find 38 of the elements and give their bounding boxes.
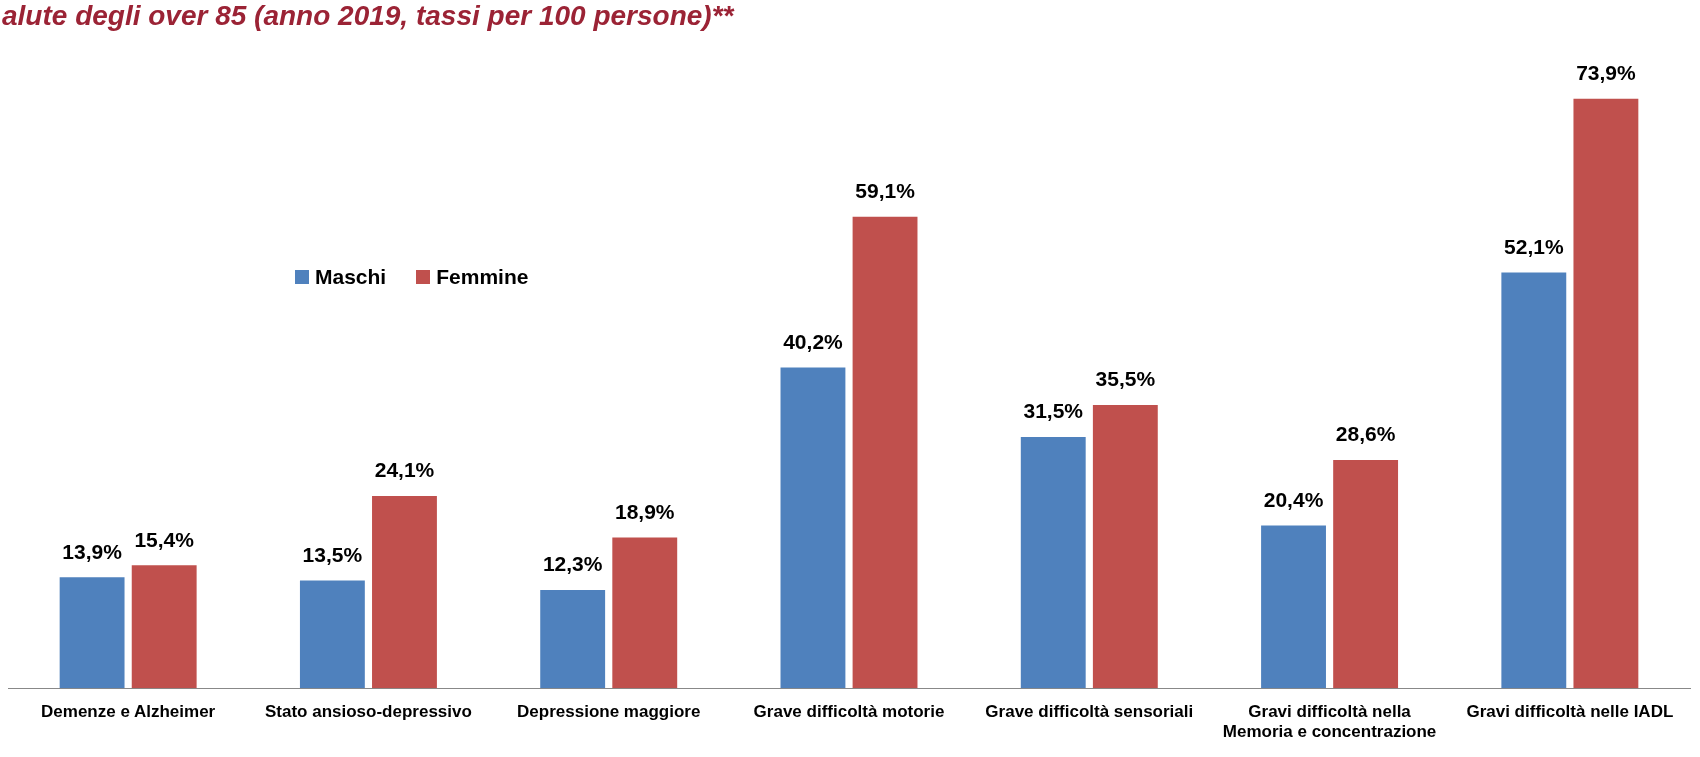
x-tick-label: Demenze e Alzheimer	[41, 702, 216, 722]
bar	[1092, 405, 1158, 689]
data-label: 24,1%	[374, 458, 435, 482]
data-label: 28,6%	[1335, 422, 1396, 446]
chart-title: alute degli over 85 (anno 2019, tassi per 100 persone)**	[2, 0, 734, 32]
bar	[372, 495, 437, 689]
bar	[59, 577, 125, 689]
legend-label: Maschi	[314, 265, 387, 289]
x-tick-label: Grave difficoltà motorie	[753, 702, 945, 722]
bar	[540, 590, 606, 689]
data-label: 35,5%	[1095, 367, 1156, 391]
data-label: 12,3%	[542, 552, 603, 576]
data-label: 13,5%	[302, 542, 363, 566]
x-tick-label: Gravi difficoltà nelle IADL	[1466, 702, 1674, 722]
data-label: 18,9%	[614, 499, 675, 523]
bar	[131, 565, 197, 689]
data-label: 40,2%	[783, 329, 844, 353]
legend-label: Femmine	[435, 265, 529, 289]
bar	[780, 367, 846, 689]
bar	[299, 580, 365, 689]
data-label: 31,5%	[1023, 399, 1084, 423]
data-label: 20,4%	[1263, 487, 1324, 511]
bar	[1501, 272, 1567, 689]
data-label: 13,9%	[62, 539, 123, 563]
x-tick-label: Gravi difficoltà nella Memoria e concentrazione	[1222, 702, 1437, 742]
bar	[1261, 525, 1326, 689]
bar	[1333, 460, 1399, 689]
x-tick-label: Depressione maggiore	[517, 702, 701, 722]
x-tick-label: Stato ansioso-depressivo	[264, 702, 472, 722]
bar	[612, 537, 678, 689]
x-tick-label: Grave difficoltà sensoriali	[985, 702, 1194, 722]
data-label: 59,1%	[855, 179, 916, 203]
data-label: 52,1%	[1504, 234, 1564, 258]
bar	[1573, 98, 1639, 689]
bar	[1020, 436, 1086, 689]
bar	[852, 216, 918, 689]
data-label: 73,9%	[1576, 60, 1636, 84]
data-label: 15,4%	[134, 527, 195, 551]
